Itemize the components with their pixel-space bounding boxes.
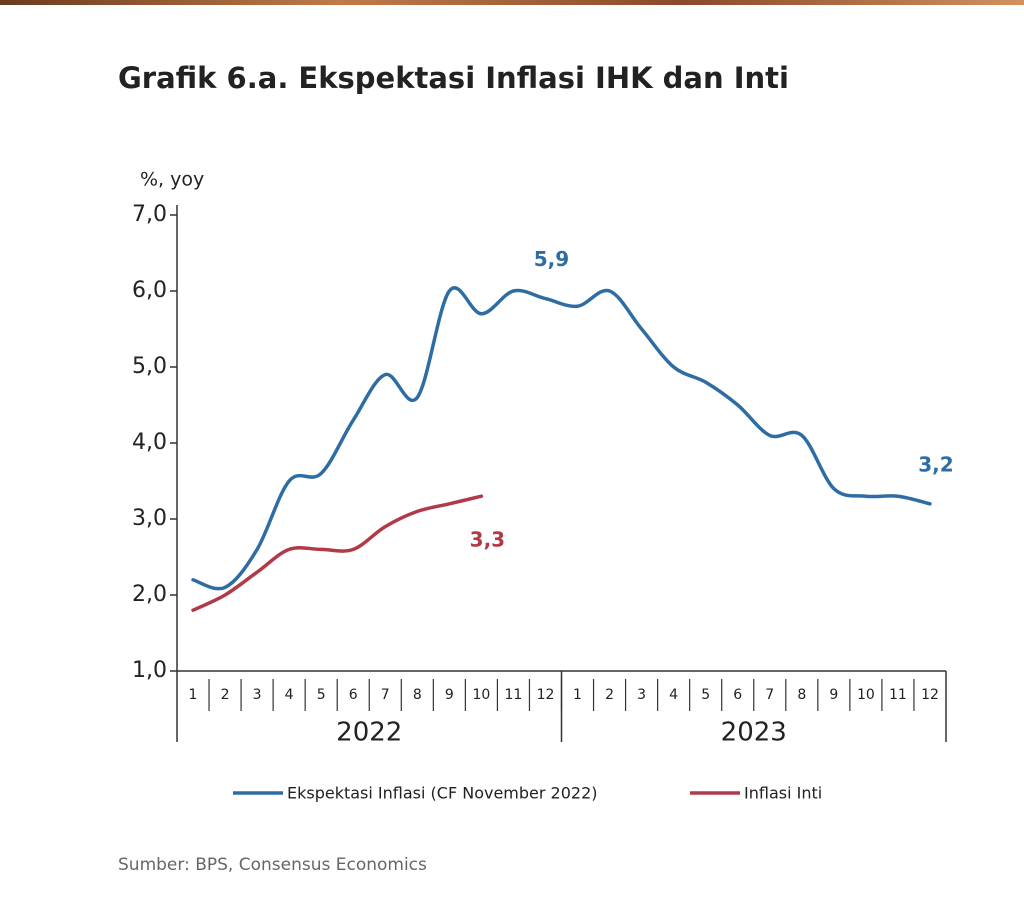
source-note: Sumber: BPS, Consensus Economics — [118, 855, 427, 875]
y-tick-label: 5,0 — [132, 354, 167, 379]
x-tick-label: 2 — [221, 687, 230, 703]
x-tick-label: 8 — [413, 687, 422, 703]
x-tick-label: 5 — [701, 687, 710, 703]
x-tick-label: 12 — [921, 687, 939, 703]
y-tick-label: 7,0 — [132, 202, 167, 227]
x-tick-label: 1 — [189, 687, 198, 703]
y-tick-label: 6,0 — [132, 278, 167, 303]
series-line — [191, 286, 932, 591]
x-tick-label: 6 — [733, 687, 742, 703]
x-group-label: 2022 — [336, 718, 402, 748]
x-tick-label: 9 — [829, 687, 838, 703]
x-tick-label: 5 — [317, 687, 326, 703]
legend-label: Ekspektasi Inflasi (CF November 2022) — [287, 784, 598, 803]
x-tick-label: 12 — [537, 687, 555, 703]
chart-title: Grafik 6.a. Ekspektasi Inflasi IHK dan I… — [118, 61, 789, 95]
y-tick-label: 4,0 — [132, 430, 167, 455]
x-group-label: 2023 — [721, 718, 787, 748]
data-label: 3,2 — [918, 452, 953, 476]
x-tick-label: 10 — [857, 687, 875, 703]
y-tick-label: 2,0 — [132, 582, 167, 607]
x-tick-label: 6 — [349, 687, 358, 703]
y-axis-label: %, yoy — [140, 169, 204, 191]
y-tick-label: 1,0 — [132, 658, 167, 683]
x-tick-label: 1 — [573, 687, 582, 703]
x-tick-label: 4 — [285, 687, 294, 703]
x-tick-label: 11 — [505, 687, 523, 703]
data-label: 5,9 — [534, 247, 569, 271]
top-strip — [0, 0, 1024, 5]
x-tick-label: 7 — [381, 687, 390, 703]
y-tick-label: 3,0 — [132, 506, 167, 531]
data-label: 3,3 — [470, 528, 505, 552]
x-tick-label: 2 — [605, 687, 614, 703]
x-tick-label: 7 — [765, 687, 774, 703]
x-tick-label: 11 — [889, 687, 907, 703]
x-tick-label: 3 — [637, 687, 646, 703]
x-tick-label: 9 — [445, 687, 454, 703]
x-tick-label: 10 — [472, 687, 490, 703]
x-tick-label: 8 — [797, 687, 806, 703]
x-tick-label: 4 — [669, 687, 678, 703]
legend-label: Inflasi Inti — [744, 784, 822, 803]
series-line — [191, 494, 484, 612]
x-tick-label: 3 — [253, 687, 262, 703]
